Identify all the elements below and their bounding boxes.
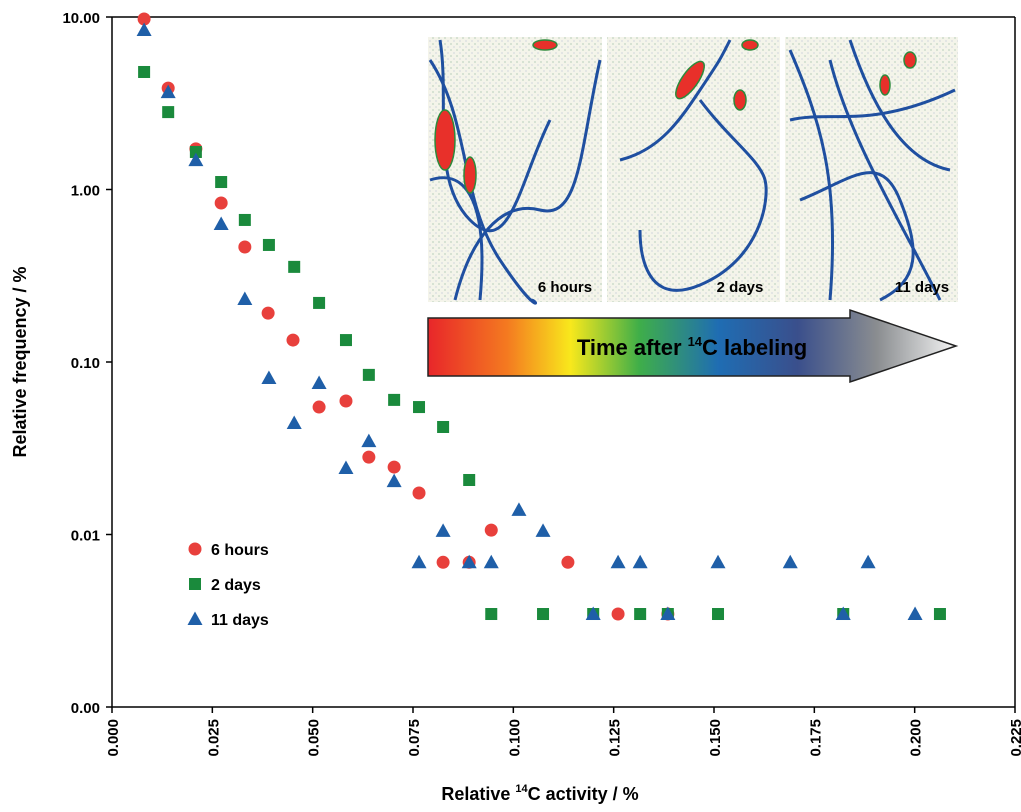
data-point <box>712 608 725 621</box>
data-point <box>660 606 676 621</box>
arrow-text-part: C labeling <box>702 335 807 360</box>
data-point <box>313 296 326 309</box>
x-tick-label: 0.150 <box>707 719 724 757</box>
y-tick-label: 0.00 <box>71 700 100 717</box>
data-point <box>286 415 302 429</box>
fibers <box>428 39 956 305</box>
data-point <box>933 608 946 621</box>
data-point <box>463 473 476 486</box>
x-axis-label-part: C activity / % <box>528 784 639 804</box>
data-point <box>138 65 151 78</box>
y-axis-label: Relative frequency / % <box>10 266 30 457</box>
data-point <box>632 554 648 569</box>
data-point <box>535 523 551 537</box>
x-tick-label: 0.100 <box>506 719 523 757</box>
data-point <box>160 84 176 99</box>
x-axis-label-sup: 14 <box>515 783 528 795</box>
x-tick-label: 0.075 <box>406 719 423 757</box>
data-point <box>610 554 626 569</box>
data-point <box>387 460 401 474</box>
data-point <box>386 473 402 488</box>
data-point <box>511 502 527 516</box>
data-point <box>485 608 498 621</box>
data-point <box>782 554 798 569</box>
data-point <box>312 400 326 414</box>
y-tick-label: 0.01 <box>71 528 100 545</box>
panel-label: 11 days <box>895 279 949 296</box>
data-point <box>437 420 450 433</box>
data-point <box>261 306 275 320</box>
y-tick-label: 10.00 <box>62 10 100 27</box>
data-point <box>214 196 228 210</box>
data-point <box>483 554 499 569</box>
arrow-text-part: Time after <box>577 335 682 360</box>
y-tick-label: 0.10 <box>71 355 100 372</box>
data-point <box>262 238 275 251</box>
x-tick-label: 0.200 <box>908 719 925 757</box>
x-tick-label: 0.125 <box>607 719 624 757</box>
data-point <box>188 152 204 167</box>
data-point <box>710 554 726 569</box>
data-point <box>215 176 228 189</box>
data-point <box>585 606 601 621</box>
x-tick-label: 0.025 <box>205 719 222 757</box>
data-point <box>412 486 426 500</box>
time-arrow: Time after 14C labeling <box>427 308 959 384</box>
data-point <box>411 554 427 569</box>
legend-marker <box>188 542 202 556</box>
data-point <box>461 554 477 569</box>
data-point <box>338 460 354 474</box>
data-point <box>835 606 851 621</box>
data-point <box>286 333 300 347</box>
data-point <box>311 375 327 390</box>
data-point <box>238 240 252 254</box>
data-point <box>237 291 253 305</box>
y-tick-label: 1.00 <box>71 183 100 200</box>
data-point <box>362 368 375 381</box>
data-point <box>436 555 450 569</box>
data-point <box>413 401 426 414</box>
data-point <box>611 607 625 621</box>
data-point <box>288 260 301 273</box>
data-point <box>339 334 352 347</box>
legend-label: 11 days <box>211 612 269 629</box>
inset-panel <box>428 37 602 302</box>
data-point <box>136 22 152 36</box>
data-point <box>238 213 251 226</box>
data-point <box>339 394 353 408</box>
data-point <box>137 12 151 26</box>
x-tick-label: 0.050 <box>306 719 323 757</box>
data-point <box>261 370 277 384</box>
data-point <box>189 145 202 158</box>
data-point <box>388 393 401 406</box>
data-point <box>484 523 498 537</box>
inset-images: 6 hours 2 days 11 days <box>428 37 958 305</box>
hotspots <box>434 39 917 194</box>
data-point <box>537 608 550 621</box>
panel-label: 2 days <box>717 279 764 296</box>
arrow <box>427 308 959 384</box>
x-axis-label: Relative 14C activity / % <box>441 783 638 804</box>
data-point <box>634 608 647 621</box>
x-tick-label: 0.175 <box>807 719 824 757</box>
data-point <box>362 450 376 464</box>
legend-marker <box>187 611 203 625</box>
data-point <box>860 554 876 569</box>
data-point <box>361 433 377 448</box>
x-tick-label: 0.225 <box>1008 719 1021 757</box>
legend-marker <box>189 578 201 590</box>
data-point <box>435 523 451 537</box>
data-point <box>162 106 175 119</box>
data-point <box>561 555 575 569</box>
legend-label: 6 hours <box>211 542 269 559</box>
x-tick-label: 0.000 <box>105 719 122 757</box>
arrow-text-sup: 14 <box>688 334 703 349</box>
panel-label: 6 hours <box>538 279 592 296</box>
data-point <box>907 606 923 621</box>
legend-label: 2 days <box>211 577 261 594</box>
x-axis-label-part: Relative <box>441 784 510 804</box>
data-point <box>213 216 229 230</box>
arrow-text: Time after 14C labeling <box>577 334 807 360</box>
